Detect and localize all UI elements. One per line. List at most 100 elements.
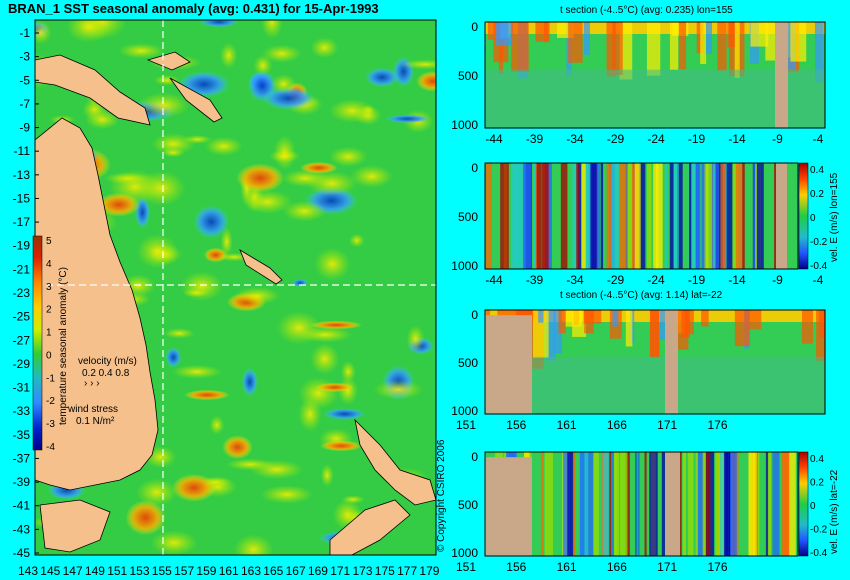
map-y-tick: -33 xyxy=(13,404,31,418)
map-y-tick: -7 xyxy=(19,97,30,111)
map-x-tick: 171 xyxy=(330,564,350,578)
map-colorbar-tick: 5 xyxy=(46,236,52,247)
panel2-cb-label: vel. E (m/s) lon=155 xyxy=(829,172,840,262)
map-anomaly-patch xyxy=(199,20,239,28)
map-anomaly-patch xyxy=(340,360,356,383)
map-colorbar-tick: -3 xyxy=(46,419,55,430)
new-zealand-south-land xyxy=(329,499,411,555)
map-anomaly-patch xyxy=(220,227,233,257)
map-x-tick: 163 xyxy=(241,564,261,578)
colorbar-label: temperature seasonal anomaly (°C) xyxy=(58,267,69,425)
map-anomaly-patch xyxy=(261,44,302,63)
map-anomaly-patch xyxy=(249,459,304,480)
map-y-tick: -11 xyxy=(14,144,31,158)
map-x-tick: 147 xyxy=(63,564,83,578)
new-britain-land xyxy=(146,51,191,71)
map-anomaly-patch xyxy=(320,463,334,487)
velocity-arrows: › › › xyxy=(84,378,100,389)
copyright-text: © Copyright CSIRO 2006 xyxy=(436,439,447,552)
map-anomaly-patch xyxy=(319,440,363,452)
map-x-tick: 153 xyxy=(130,564,150,578)
map-x-tick: 169 xyxy=(308,564,328,578)
wind-value: 0.1 N/m² xyxy=(76,416,115,427)
map-anomaly-patch xyxy=(298,377,340,410)
map-colorbar-tick: 2 xyxy=(46,305,52,316)
map-anomaly-patch xyxy=(204,136,244,156)
map-anomaly-patch xyxy=(117,43,165,59)
map-anomaly-patch xyxy=(193,205,230,239)
map-anomaly-patch xyxy=(268,149,301,163)
map-y-tick: -19 xyxy=(13,239,31,253)
map-colorbar-tick: 3 xyxy=(46,282,52,293)
map-anomaly-patch xyxy=(136,233,179,269)
map-colorbar-tick: -1 xyxy=(46,373,55,384)
map-anomaly-patch xyxy=(137,170,186,207)
map-y-tick: -45 xyxy=(13,546,31,560)
map-colorbar-tick: 0 xyxy=(46,350,52,361)
map-y-tick: -31 xyxy=(13,381,31,395)
map-x-tick: 145 xyxy=(40,564,60,578)
map-anomaly-patch xyxy=(150,530,198,555)
new-zealand-land xyxy=(354,418,436,506)
map-y-tick: -13 xyxy=(13,168,31,182)
map-anomaly-patch xyxy=(85,109,120,130)
map-anomaly-patch xyxy=(136,478,178,507)
map-x-tick: 179 xyxy=(419,564,439,578)
map-anomaly-patch xyxy=(97,192,141,217)
map-x-tick: 161 xyxy=(219,564,239,578)
map-anomaly-patch xyxy=(291,278,309,287)
map-anomaly-patch xyxy=(209,415,225,435)
map-anomaly-patch xyxy=(276,311,322,345)
map-anomaly-patch xyxy=(161,147,185,158)
map-anomaly-patch xyxy=(260,20,283,40)
map-anomaly-patch xyxy=(163,328,195,339)
map-field xyxy=(35,20,436,555)
map-x-tick: 173 xyxy=(353,564,373,578)
velocity-label: velocity (m/s) xyxy=(78,356,137,367)
map-anomaly-patch xyxy=(315,382,354,392)
new-caledonia-land xyxy=(239,249,283,285)
map-anomaly-patch xyxy=(137,92,190,118)
map-anomaly-patch xyxy=(309,343,340,375)
map-anomaly-patch xyxy=(242,189,293,214)
map-anomaly-patch xyxy=(365,67,400,88)
map-anomaly-patch xyxy=(348,233,365,248)
solomons-land xyxy=(169,77,223,123)
map-colorbar-tick: -4 xyxy=(46,442,55,453)
map-y-tick: -39 xyxy=(13,475,31,489)
map-y-tick: -35 xyxy=(13,428,31,442)
panel3-title: t section (-4..5°C) (avg: 1.14) lat=-22 xyxy=(560,290,723,301)
map-title: BRAN_1 SST seasonal anomaly (avg: 0.431)… xyxy=(8,1,379,16)
map-anomaly-patch xyxy=(234,286,281,305)
map-x-tick: 167 xyxy=(286,564,306,578)
map-anomaly-patch xyxy=(328,98,376,123)
map-y-tick: -1 xyxy=(19,26,30,40)
map-x-tick: 177 xyxy=(397,564,417,578)
map-anomaly-patch xyxy=(241,367,258,397)
wind-label: wind stress xyxy=(68,404,119,415)
map-colorbar-tick: 1 xyxy=(46,328,52,339)
map-y-tick: -15 xyxy=(13,191,31,205)
map-anomaly-patch xyxy=(406,325,425,353)
map-y-tick: -43 xyxy=(13,522,31,536)
map-x-tick: 159 xyxy=(196,564,216,578)
map-y-tick: -37 xyxy=(13,451,31,465)
map-anomaly-patch xyxy=(236,163,284,193)
map-x-tick: 149 xyxy=(85,564,105,578)
map-anomaly-patch xyxy=(182,288,210,298)
map-colorbar-tick: 4 xyxy=(46,259,52,270)
temperature-colorbar xyxy=(32,235,43,451)
map-x-tick: 155 xyxy=(152,564,172,578)
velocity-values: 0.2 0.4 0.8 xyxy=(82,368,130,379)
map-y-tick: -3 xyxy=(19,50,30,64)
map-anomaly-patch xyxy=(310,320,363,330)
map-anomaly-patch xyxy=(323,408,366,420)
map-x-tick: 151 xyxy=(107,564,127,578)
map-anomaly-patch xyxy=(400,59,436,70)
map-anomaly-patch xyxy=(328,146,368,167)
map-y-tick: -23 xyxy=(13,286,31,300)
panel4-cb-label: vel. E (m/s) lat=-22 xyxy=(829,469,840,554)
map-y-tick: -21 xyxy=(13,262,31,276)
map-y-tick: -9 xyxy=(19,121,30,135)
